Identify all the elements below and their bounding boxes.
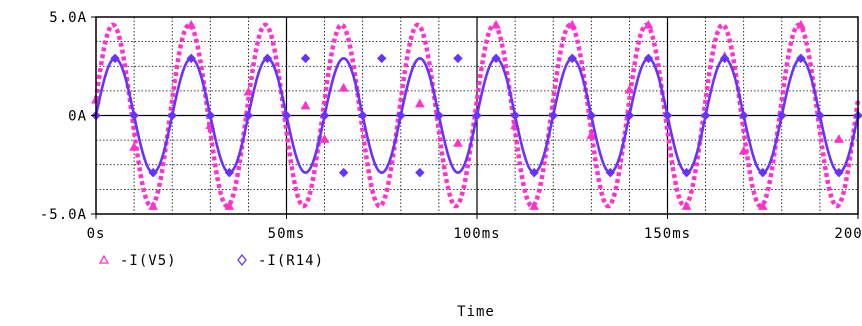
data-marker bbox=[186, 19, 197, 29]
series-2 bbox=[91, 53, 862, 178]
data-marker bbox=[719, 53, 730, 64]
data-marker bbox=[262, 53, 273, 64]
data-marker bbox=[110, 53, 120, 64]
data-marker bbox=[529, 167, 539, 178]
y-tick-label: -5.0A bbox=[40, 207, 87, 223]
data-marker bbox=[148, 201, 158, 210]
data-marker bbox=[415, 167, 425, 178]
data-marker bbox=[643, 19, 654, 29]
data-marker bbox=[605, 167, 616, 178]
legend-label: -I(V5) bbox=[120, 253, 177, 269]
data-marker bbox=[338, 82, 349, 92]
data-marker bbox=[129, 110, 139, 121]
data-marker bbox=[319, 134, 330, 143]
data-marker bbox=[510, 110, 520, 121]
data-marker bbox=[434, 110, 444, 121]
data-marker bbox=[472, 110, 482, 121]
data-marker bbox=[396, 110, 406, 121]
data-marker bbox=[567, 19, 578, 29]
data-marker bbox=[586, 130, 597, 139]
legend-marker bbox=[237, 253, 247, 267]
data-marker bbox=[281, 110, 292, 121]
data-marker bbox=[167, 110, 177, 121]
y-tick-label: 5.0A bbox=[49, 10, 87, 26]
data-marker bbox=[319, 110, 330, 121]
data-marker bbox=[834, 167, 844, 178]
data-marker bbox=[205, 110, 216, 121]
series-layer bbox=[91, 19, 862, 210]
data-marker bbox=[796, 53, 806, 64]
data-marker bbox=[377, 53, 387, 64]
data-marker bbox=[815, 110, 825, 121]
data-marker bbox=[643, 53, 654, 64]
data-marker bbox=[415, 98, 425, 108]
data-marker bbox=[567, 53, 577, 64]
x-tick-label: 150ms bbox=[644, 226, 691, 242]
legend-marker bbox=[98, 254, 110, 264]
data-marker bbox=[834, 134, 844, 143]
data-marker bbox=[758, 167, 768, 178]
data-marker bbox=[757, 201, 768, 210]
data-marker bbox=[624, 110, 635, 121]
legend: -I(V5) -I(R14) bbox=[98, 253, 324, 269]
data-marker bbox=[357, 110, 368, 121]
data-marker bbox=[624, 84, 635, 94]
data-marker bbox=[662, 110, 673, 121]
x-tick-label: 200ms bbox=[834, 226, 862, 242]
data-marker bbox=[300, 53, 311, 64]
data-marker bbox=[453, 138, 463, 147]
data-marker bbox=[681, 201, 692, 210]
data-marker bbox=[586, 110, 597, 121]
data-marker bbox=[148, 167, 158, 178]
x-tick-label: 0s bbox=[87, 226, 106, 242]
legend-item: -I(R14) bbox=[237, 253, 324, 269]
data-marker bbox=[681, 167, 692, 178]
data-marker bbox=[548, 110, 558, 121]
data-marker bbox=[738, 110, 749, 121]
data-marker bbox=[224, 167, 235, 178]
legend-label: -I(R14) bbox=[258, 253, 324, 269]
x-tick-label: 100ms bbox=[453, 226, 500, 242]
data-marker bbox=[243, 86, 254, 96]
data-marker bbox=[186, 53, 196, 64]
data-marker bbox=[491, 19, 501, 29]
data-marker bbox=[796, 19, 806, 29]
data-marker bbox=[224, 201, 235, 210]
x-axis-title: Time bbox=[457, 304, 495, 320]
data-marker bbox=[243, 110, 254, 121]
legend-item: -I(V5) bbox=[98, 253, 177, 269]
data-marker bbox=[700, 110, 711, 121]
data-marker bbox=[777, 110, 787, 121]
series-line bbox=[93, 22, 861, 209]
data-marker bbox=[300, 100, 311, 110]
y-tick-label: 0A bbox=[68, 109, 87, 125]
data-marker bbox=[453, 53, 463, 64]
data-marker bbox=[529, 201, 539, 210]
x-tick-label: 50ms bbox=[268, 226, 306, 242]
data-marker bbox=[129, 141, 139, 151]
data-marker bbox=[338, 167, 349, 178]
ticks: 0s 50ms 100ms 150ms 200ms -5.0A 0A 5.0A bbox=[40, 10, 862, 242]
data-marker bbox=[738, 145, 749, 155]
data-marker bbox=[491, 53, 501, 64]
